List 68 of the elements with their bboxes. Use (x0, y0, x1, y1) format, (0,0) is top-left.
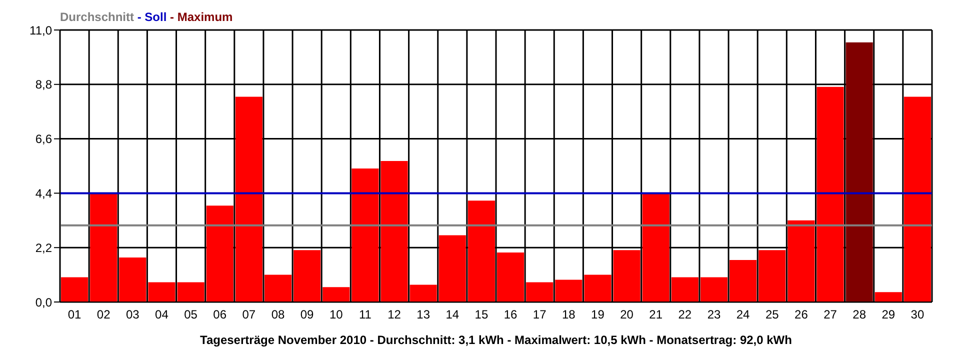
bar (177, 282, 204, 302)
bar (816, 86, 844, 302)
bar (235, 96, 262, 302)
bar (468, 200, 495, 302)
x-tick-label: 08 (271, 308, 285, 322)
y-tick-label: 11,0 (30, 23, 52, 38)
y-tick-label: 4,4 (35, 186, 52, 200)
x-tick-label: 29 (882, 308, 896, 322)
x-tick-label: 24 (736, 308, 750, 322)
x-tick-label: 14 (446, 308, 460, 322)
x-tick-label: 07 (242, 308, 256, 322)
bar (555, 280, 582, 302)
x-tick-label: 13 (416, 308, 430, 322)
x-tick-label: 20 (620, 308, 634, 322)
x-tick-label: 03 (126, 308, 140, 322)
x-tick-label: 10 (329, 308, 344, 322)
bar (380, 161, 408, 302)
bar (788, 220, 815, 302)
bar (700, 277, 728, 302)
x-tick-label: 06 (213, 308, 227, 322)
bar (119, 257, 146, 302)
x-tick-label: 19 (591, 308, 605, 322)
bar (264, 274, 292, 302)
chart-title: Durchschnitt - Soll - Maximum (60, 10, 233, 24)
x-tick-label: 02 (96, 308, 111, 322)
x-tick-label: 30 (910, 308, 924, 322)
bar (294, 250, 321, 302)
x-tick-label: 18 (562, 308, 576, 322)
x-axis-title: Tageserträge November 2010 - Durchschnitt: 3,1 kWh - Maximalwert: 10,5 kWh - Monatsertrag: 92,0 kWh (200, 333, 792, 347)
y-tick-label: 6,6 (35, 132, 52, 146)
bar (671, 277, 698, 302)
bar (642, 193, 670, 302)
x-tick-label: 17 (532, 308, 547, 322)
x-tick-label: 23 (707, 308, 721, 322)
bar (730, 260, 757, 302)
y-tick-label: 2,2 (35, 240, 52, 255)
bar (61, 277, 88, 302)
bar (497, 252, 524, 302)
x-tick-label: 05 (184, 308, 198, 322)
bar (206, 206, 234, 302)
bar (322, 287, 350, 302)
x-tick-label: 12 (388, 308, 402, 322)
x-tick-label: 15 (474, 308, 488, 322)
x-tick-label: 28 (852, 308, 866, 322)
x-tick-label: 25 (765, 308, 780, 322)
bar (758, 250, 786, 302)
x-tick-label: 04 (155, 308, 169, 322)
x-tick-label: 21 (649, 308, 663, 322)
bar (584, 274, 612, 302)
bar (846, 42, 873, 302)
bar (410, 284, 437, 302)
x-tick-label: 11 (358, 308, 372, 322)
x-tick-label: 26 (794, 308, 808, 322)
bar (90, 193, 118, 302)
bar (352, 168, 379, 302)
x-tick-label: 16 (504, 308, 518, 322)
y-tick-label: 0,0 (35, 295, 52, 310)
bar (438, 235, 466, 302)
bar (148, 282, 176, 302)
x-tick-label: 27 (824, 308, 838, 322)
x-tick-label: 09 (300, 308, 314, 322)
bar (904, 96, 931, 302)
bar (613, 250, 640, 302)
x-tick-label: 01 (68, 308, 82, 322)
y-tick-label: 8,8 (35, 78, 52, 92)
bar (526, 282, 554, 302)
x-tick-label: 22 (678, 308, 692, 322)
bar (874, 292, 902, 302)
